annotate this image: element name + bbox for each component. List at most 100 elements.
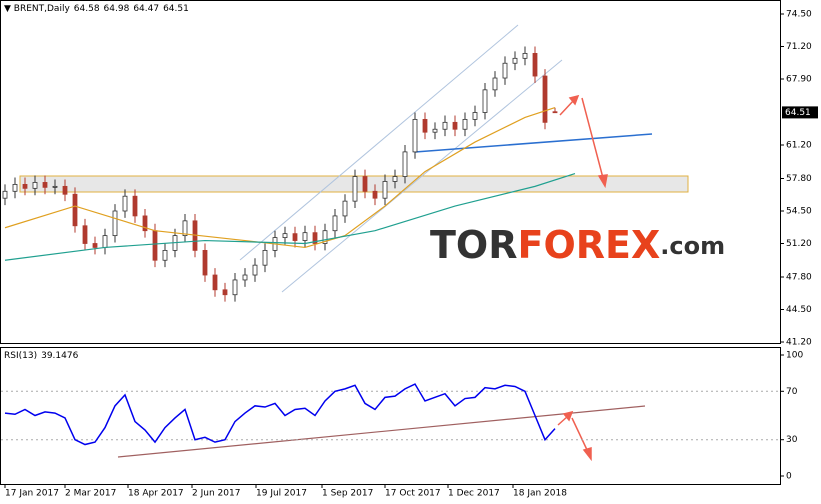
logo-tor: TOR [430,223,518,267]
candle-body [132,195,138,217]
candle-body [322,230,328,244]
candle-body [242,274,248,281]
candle-body [162,249,168,261]
x-tick-label: 2 Mar 2017 [65,489,116,499]
candle-body [42,182,48,188]
rsi-last: 39.1476 [41,351,79,361]
candle-body [292,233,298,241]
y-tick-label: 67.90 [786,75,812,85]
x-tick-label: 2 Jun 2017 [192,489,240,499]
candle-body [62,185,68,195]
candle-body [112,210,118,237]
candle-body [262,249,268,266]
y-tick-label: 74.50 [786,10,812,20]
candle-body [462,118,468,130]
candle-body [372,190,378,199]
logo: TORFOREX.com [430,223,725,267]
candle-body [442,121,448,130]
channel-line [239,24,519,261]
y-tick-label: 71.20 [786,42,812,52]
moving-average [4,172,576,261]
y-tick-label: 51.20 [786,239,812,249]
channel-line [281,59,563,293]
candle-body [92,243,98,248]
rsi-label: RSI(13) [4,351,38,361]
y-tick-label: 61.20 [786,141,812,151]
candle-body [412,118,418,153]
logo-com: .com [660,232,725,260]
x-tick-label: 1 Dec 2017 [448,489,500,499]
x-tick-label: 18 Apr 2017 [128,489,184,499]
candle-body [302,232,308,241]
x-tick-label: 18 Jan 2018 [513,489,567,499]
x-tick-label: 19 Jul 2017 [256,489,307,499]
y-tick-label: 41.20 [786,338,812,348]
candle-body [332,215,338,232]
candle-body [542,75,548,123]
candle-body [222,289,228,296]
candle-body [282,233,288,238]
last-price-box [782,106,818,119]
candle-body [402,151,408,177]
logo-forex: FOREX [518,223,661,267]
candle-body [312,232,318,244]
rsi-trend-line [117,405,646,458]
ohlc-open: 64.58 [73,4,100,14]
candle-body [202,249,208,276]
x-tick-label: 1 Sep 2017 [322,489,373,499]
candle-body [32,182,38,189]
x-tick-label: 17 Jan 2017 [5,489,59,499]
candle-body [122,195,128,212]
rsi-line [4,383,556,446]
candle-body [492,77,498,91]
candle-body [422,118,428,133]
rsi-tick-label: 0 [786,472,792,482]
candle-body [502,62,508,79]
rsi-panel [0,347,781,485]
rsi-header: RSI(13) 39.1476 [4,351,82,361]
candle-body [342,200,348,217]
candle-body [532,52,538,77]
y-tick-label: 47.80 [786,272,812,282]
candle-body [482,89,488,113]
candle-body [142,215,148,232]
rsi-tick-label: 100 [786,351,803,361]
candle-body [82,225,88,244]
candle-body [232,279,238,296]
main-panel [0,0,781,344]
candle-body [392,176,398,182]
y-tick-label: 44.50 [786,305,812,315]
candle-body [2,190,8,199]
candle-body [512,57,518,64]
last-price-label: 64.51 [785,108,811,118]
candle-body [472,112,478,120]
ohlc-high: 64.98 [103,4,130,14]
candle-body [382,181,388,199]
candle-body [212,274,218,291]
candle-body [252,264,258,276]
arrows [557,94,608,462]
candle-body [352,176,358,202]
ohlc-close: 64.51 [163,4,189,14]
candle-body [522,52,528,59]
symbol: BRENT,Daily [13,4,70,14]
candle-body [72,193,78,227]
candle-body [102,235,108,248]
logo-part: TORFOREX.com [430,223,725,267]
rsi-tick-label: 70 [786,387,798,397]
candle-body [152,230,158,261]
y-tick-label: 54.50 [786,206,812,216]
candle-body [12,184,18,192]
candle-body [362,176,368,192]
chart-header: ▼ BRENT,Daily 64.58 64.98 64.47 64.51 [4,4,189,14]
trend-line [414,133,653,153]
x-tick-label: 17 Oct 2017 [385,489,441,499]
candle-body [52,185,58,188]
candle-body [552,111,558,114]
ohlc-low: 64.47 [133,4,160,14]
candle-body [432,128,438,133]
candle-body [182,220,188,237]
y-tick-label: 57.80 [786,174,812,184]
